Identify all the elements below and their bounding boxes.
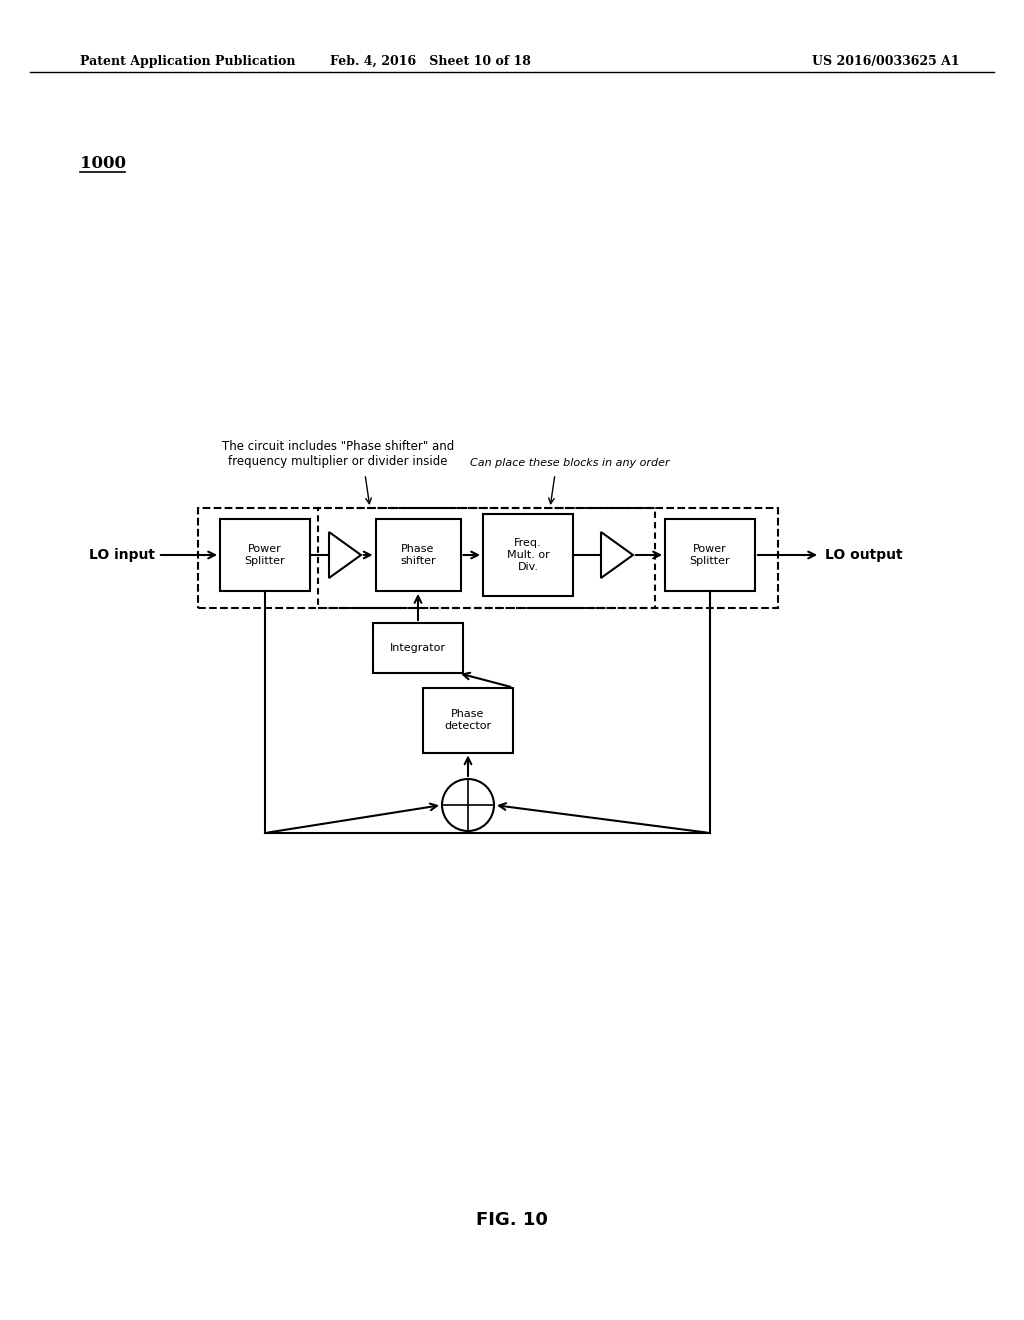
Bar: [665, 519, 755, 591]
Text: Power
Splitter: Power Splitter: [690, 544, 730, 566]
Text: The circuit includes "Phase shifter" and
frequency multiplier or divider inside: The circuit includes "Phase shifter" and…: [222, 440, 454, 469]
Text: FIG. 10: FIG. 10: [476, 1210, 548, 1229]
Text: 1000: 1000: [80, 154, 126, 172]
Text: Freq.
Mult. or
Div.: Freq. Mult. or Div.: [507, 539, 549, 572]
Bar: [483, 513, 573, 597]
Text: US 2016/0033625 A1: US 2016/0033625 A1: [812, 55, 961, 69]
Bar: [318, 508, 655, 609]
Text: LO output: LO output: [825, 548, 902, 562]
Text: Power
Splitter: Power Splitter: [245, 544, 286, 566]
Bar: [198, 508, 778, 609]
Circle shape: [442, 779, 494, 832]
Text: Phase
shifter: Phase shifter: [400, 544, 436, 566]
Text: Integrator: Integrator: [390, 643, 446, 653]
Bar: [220, 519, 310, 591]
Text: Can place these blocks in any order: Can place these blocks in any order: [470, 458, 670, 469]
Bar: [376, 519, 461, 591]
Polygon shape: [329, 532, 361, 578]
Text: Feb. 4, 2016   Sheet 10 of 18: Feb. 4, 2016 Sheet 10 of 18: [330, 55, 530, 69]
Polygon shape: [601, 532, 633, 578]
Bar: [373, 623, 463, 673]
Text: LO input: LO input: [89, 548, 155, 562]
Text: Patent Application Publication: Patent Application Publication: [80, 55, 296, 69]
Bar: [423, 688, 513, 752]
Text: Phase
detector: Phase detector: [444, 709, 492, 731]
